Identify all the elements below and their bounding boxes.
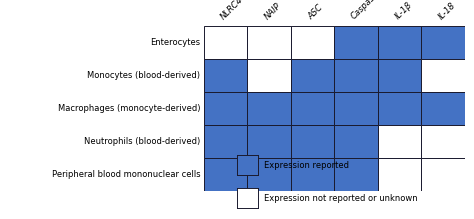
- Bar: [247, 59, 291, 92]
- Bar: [334, 125, 378, 158]
- Text: NLRC4: NLRC4: [219, 0, 246, 21]
- Bar: [291, 92, 334, 125]
- Text: Expression reported: Expression reported: [264, 161, 349, 170]
- Bar: [247, 92, 291, 125]
- Text: Peripheral blood mononuclear cells: Peripheral blood mononuclear cells: [52, 170, 201, 179]
- Bar: [378, 125, 421, 158]
- Bar: [421, 158, 465, 191]
- Bar: [291, 158, 334, 191]
- Bar: [334, 158, 378, 191]
- Bar: [378, 158, 421, 191]
- Bar: [204, 26, 247, 59]
- Bar: [378, 92, 421, 125]
- Bar: [334, 92, 378, 125]
- Text: Monocytes (blood-derived): Monocytes (blood-derived): [87, 71, 201, 80]
- Bar: [291, 26, 334, 59]
- Text: IL-18: IL-18: [437, 1, 457, 21]
- Text: Expression not reported or unknown: Expression not reported or unknown: [264, 194, 418, 203]
- Text: Macrophages (monocyte-derived): Macrophages (monocyte-derived): [58, 104, 201, 113]
- Bar: [291, 59, 334, 92]
- Text: Neutrophils (blood-derived): Neutrophils (blood-derived): [84, 137, 201, 146]
- Bar: [334, 59, 378, 92]
- Bar: [291, 125, 334, 158]
- Bar: [204, 125, 247, 158]
- Bar: [378, 59, 421, 92]
- Text: ASC: ASC: [306, 3, 325, 21]
- Bar: [334, 26, 378, 59]
- Bar: [247, 158, 291, 191]
- Bar: [421, 92, 465, 125]
- Bar: [204, 59, 247, 92]
- Bar: [421, 26, 465, 59]
- Text: Enterocytes: Enterocytes: [150, 38, 201, 47]
- Text: NAIP: NAIP: [263, 1, 283, 21]
- Bar: [421, 59, 465, 92]
- Bar: [204, 92, 247, 125]
- Bar: [247, 26, 291, 59]
- Bar: [204, 158, 247, 191]
- Bar: [421, 125, 465, 158]
- Text: IL-1β: IL-1β: [393, 1, 414, 21]
- Bar: [247, 125, 291, 158]
- Bar: [378, 26, 421, 59]
- Text: Caspase-1: Caspase-1: [349, 0, 387, 21]
